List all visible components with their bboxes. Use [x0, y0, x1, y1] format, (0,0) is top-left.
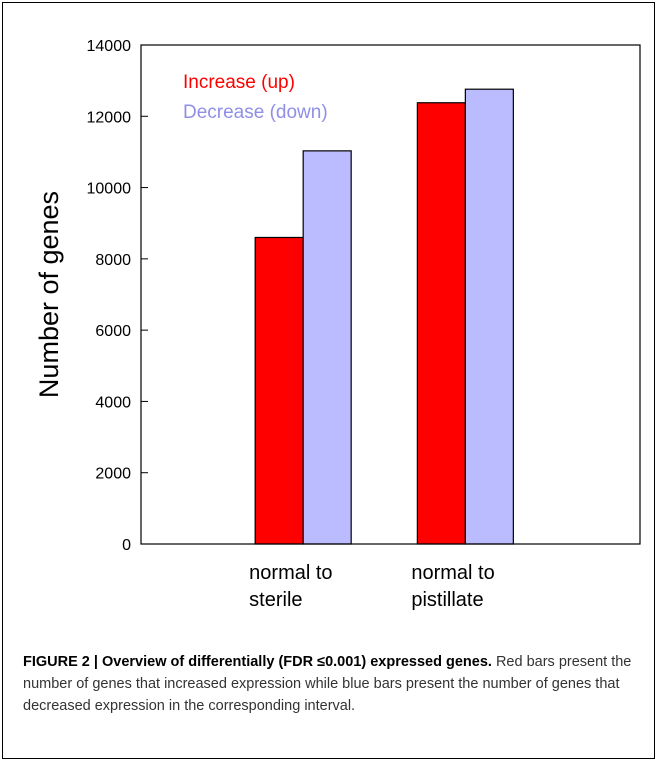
bar-decrease: [302, 150, 352, 545]
y-tick-label: 14000: [87, 38, 132, 55]
y-tick-label: 8000: [95, 252, 131, 269]
legend-entry: Decrease (down): [183, 102, 328, 123]
x-category-label: normal to: [411, 562, 494, 584]
x-category-label: sterile: [249, 589, 302, 611]
y-tick-label: 6000: [95, 323, 131, 340]
y-axis: 0 2000 4000 6000 8000 10000 12000 14000: [87, 38, 148, 554]
figure-caption: FIGURE 2 | Overview of differentially (F…: [23, 651, 643, 717]
bar-decrease: [464, 88, 514, 545]
y-tick-label: 0: [122, 537, 131, 554]
bar-increase: [416, 102, 466, 545]
caption-title: FIGURE 2 | Overview of differentially (F…: [23, 654, 492, 670]
bar-increase: [254, 236, 304, 545]
y-tick-label: 12000: [87, 109, 132, 126]
x-axis: normal to sterile normal to pistillate: [249, 562, 495, 611]
legend-entry: Increase (up): [183, 72, 295, 93]
y-tick-label: 4000: [95, 394, 131, 411]
bar-chart: 0 2000 4000 6000 8000 10000 12000 14000 normal …: [34, 38, 641, 611]
x-category-label: pistillate: [411, 589, 483, 611]
caption-text: Red bars present the number of genes tha…: [23, 654, 632, 714]
bars-group: [254, 88, 514, 545]
legend: Increase (up) Decrease (down): [183, 72, 328, 123]
x-category-label: normal to: [249, 562, 332, 584]
y-tick-label: 10000: [87, 181, 132, 198]
y-axis-title: Number of genes: [34, 191, 64, 398]
plot-area: [140, 44, 641, 545]
y-tick-label: 2000: [95, 466, 131, 483]
